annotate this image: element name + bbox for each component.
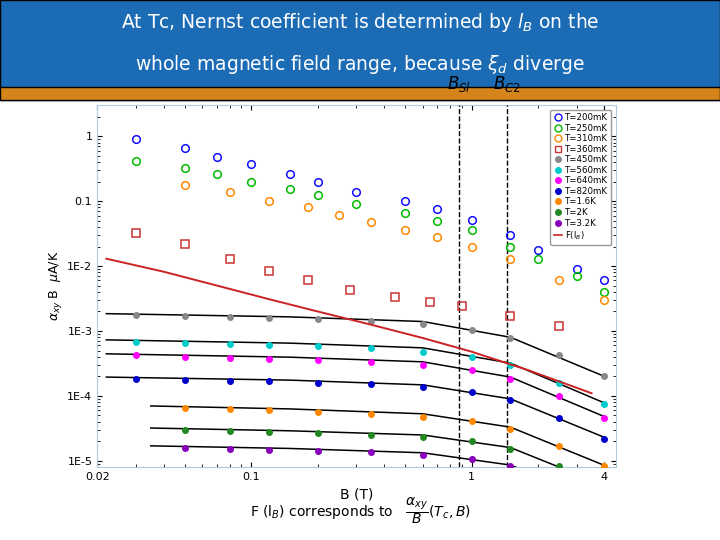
Text: whole magnetic field range, because $\xi_d$ diverge: whole magnetic field range, because $\xi… bbox=[135, 53, 585, 77]
X-axis label: B (T): B (T) bbox=[340, 488, 373, 502]
FancyBboxPatch shape bbox=[0, 87, 720, 100]
Text: At Tc, Nernst coefficient is determined by $l_B$ on the: At Tc, Nernst coefficient is determined … bbox=[121, 11, 599, 35]
Text: $B_{C2}$: $B_{C2}$ bbox=[493, 75, 521, 94]
Text: $B_{Sl}$: $B_{Sl}$ bbox=[447, 75, 472, 94]
FancyBboxPatch shape bbox=[0, 0, 720, 100]
Y-axis label: $\alpha_{xy}$ B  $\mu$A/K: $\alpha_{xy}$ B $\mu$A/K bbox=[48, 251, 64, 321]
Text: F (l$_B$) corresponds to   $\dfrac{\alpha_{xy}}{B}(T_c, B)$: F (l$_B$) corresponds to $\dfrac{\alpha_… bbox=[250, 495, 470, 526]
Legend: T=200mK, T=250mK, T=310mK, T=360mK, T=450mK, T=560mK, T=640mK, T=820mK, T=1.6K, : T=200mK, T=250mK, T=310mK, T=360mK, T=45… bbox=[550, 110, 611, 245]
